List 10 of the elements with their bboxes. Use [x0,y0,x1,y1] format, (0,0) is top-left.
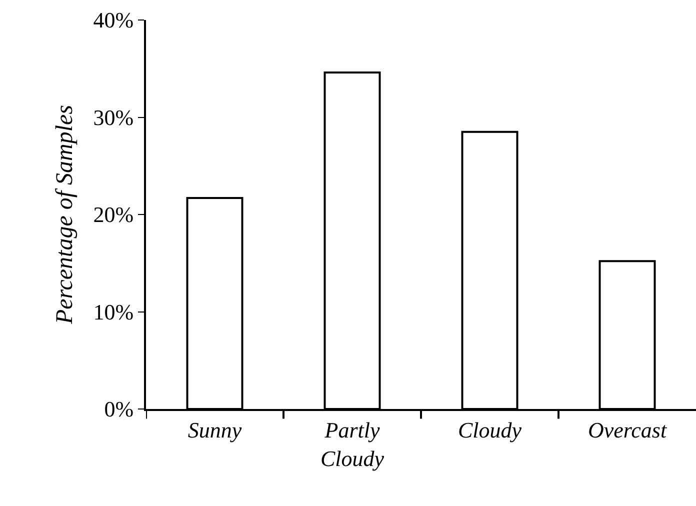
y-tick-label: 30% [93,104,134,130]
x-tick-label: Cloudy [458,417,522,442]
y-tick-label: 0% [104,396,134,422]
y-axis-title: Percentage of Samples [52,104,78,326]
x-tick-label: Overcast [588,417,668,442]
y-tick-label: 10% [93,299,134,324]
y-tick-label: 20% [93,202,134,228]
x-tick-label: Partly Cloudy [320,417,384,471]
x-tick-label: Sunny [188,417,242,442]
y-tick-label: 40% [93,8,134,33]
